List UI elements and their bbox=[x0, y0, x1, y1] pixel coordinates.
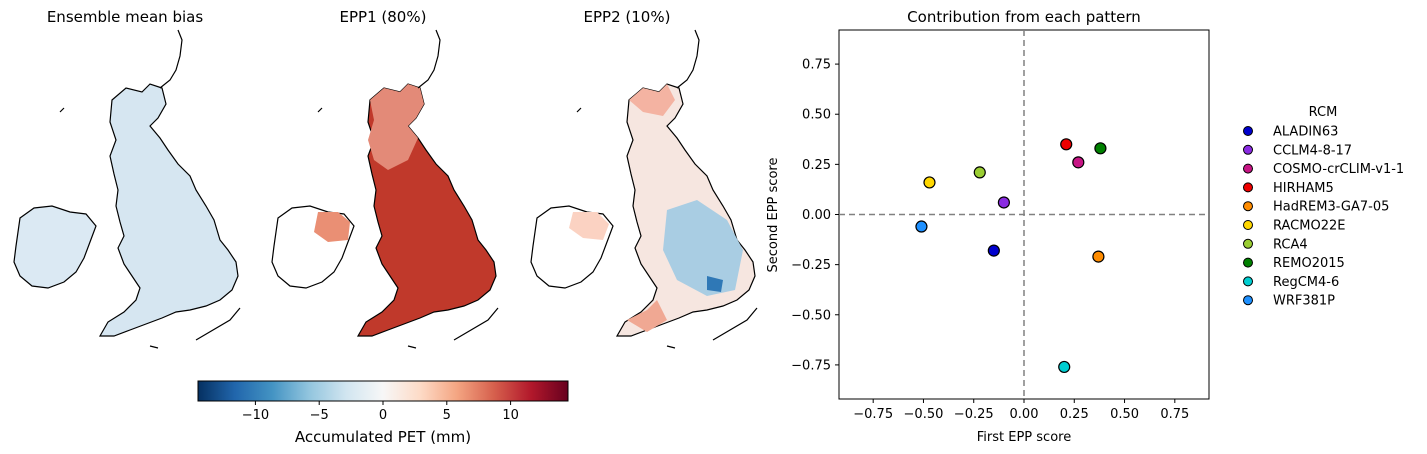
legend-marker bbox=[1243, 295, 1253, 306]
map-epp1 bbox=[271, 29, 499, 349]
legend-marker bbox=[1243, 144, 1253, 155]
y-tick-label: 0.75 bbox=[802, 58, 831, 73]
point-aladin63 bbox=[987, 244, 1000, 257]
legend-label: RegCM4-6 bbox=[1273, 275, 1339, 290]
x-tick-label: 0.75 bbox=[1160, 407, 1189, 422]
y-tick-label: −0.75 bbox=[791, 358, 831, 373]
legend-label: RCA4 bbox=[1273, 237, 1308, 252]
y-axis-ticks: 0.75 0.50 0.25 0.00 −0.25 −0.50 −0.75 bbox=[791, 58, 839, 373]
colorbar-label: Accumulated PET (mm) bbox=[295, 428, 471, 446]
x-tick-label: 0.00 bbox=[1010, 407, 1039, 422]
y-tick-label: −0.25 bbox=[791, 258, 831, 273]
legend-items: ALADIN63 CCLM4-8-17 COSMO-crCLIM-v1-1 HIRHA… bbox=[1243, 125, 1404, 309]
colorbar-tick-label: −5 bbox=[310, 408, 329, 423]
legend-marker bbox=[1243, 238, 1253, 249]
legend-label: WRF381P bbox=[1273, 294, 1335, 309]
data-points bbox=[915, 138, 1107, 374]
legend-marker bbox=[1243, 201, 1253, 212]
y-tick-label: 0.25 bbox=[802, 158, 831, 173]
chart-title: Contribution from each pattern bbox=[907, 8, 1141, 26]
legend-marker bbox=[1243, 220, 1253, 230]
point-rca4 bbox=[973, 166, 986, 179]
legend-label: HIRHAM5 bbox=[1273, 181, 1334, 196]
y-tick-label: −0.50 bbox=[791, 308, 831, 323]
point-regcm4-6 bbox=[1058, 360, 1071, 374]
map-bias bbox=[13, 29, 241, 349]
x-tick-label: 0.25 bbox=[1060, 407, 1089, 422]
x-axis-ticks: −0.75 −0.50 −0.25 0.00 0.25 0.50 0.75 bbox=[853, 399, 1189, 422]
map-title-epp1: EPP1 (80%) bbox=[340, 8, 427, 26]
map-panel-epp2: EPP2 (10%) bbox=[530, 8, 758, 349]
legend-label: HadREM3-GA7-05 bbox=[1273, 200, 1389, 215]
y-tick-label: 0.50 bbox=[802, 108, 831, 123]
map-title-bias: Ensemble mean bias bbox=[47, 8, 204, 26]
legend-label: RACMO22E bbox=[1273, 219, 1345, 234]
y-tick-label: 0.00 bbox=[802, 208, 831, 223]
reference-lines bbox=[839, 30, 1209, 399]
point-wrf381p bbox=[915, 220, 928, 233]
x-tick-label: −0.75 bbox=[853, 407, 893, 422]
map-title-epp2: EPP2 (10%) bbox=[584, 8, 671, 26]
legend-title: RCM bbox=[1309, 105, 1338, 120]
legend-label: COSMO-crCLIM-v1-1 bbox=[1273, 162, 1404, 177]
point-remo2015 bbox=[1094, 142, 1107, 155]
legend-marker bbox=[1243, 163, 1253, 174]
scatter-chart: Contribution from each pattern −0.75 −0.5… bbox=[766, 8, 1210, 445]
legend-marker bbox=[1243, 126, 1253, 136]
map-panel-epp1: EPP1 (80%) bbox=[271, 8, 499, 349]
legend-label: REMO2015 bbox=[1273, 256, 1345, 271]
map-epp2 bbox=[530, 29, 758, 349]
y-axis-label: Second EPP score bbox=[766, 158, 781, 273]
legend-label: CCLM4-8-17 bbox=[1273, 143, 1352, 158]
map-panel-bias: Ensemble mean bias bbox=[13, 8, 241, 349]
colorbar-tick-label: −10 bbox=[242, 408, 269, 423]
legend-label: ALADIN63 bbox=[1273, 125, 1338, 140]
legend-marker bbox=[1243, 257, 1253, 268]
colorbar-tick-label: 5 bbox=[443, 408, 451, 423]
colorbar-gradient bbox=[197, 380, 569, 402]
x-tick-label: 0.50 bbox=[1110, 407, 1139, 422]
legend-marker bbox=[1243, 182, 1253, 193]
legend-marker bbox=[1243, 276, 1253, 287]
point-racmo22e bbox=[923, 176, 936, 189]
colorbar: −10 −5 0 5 10 Accumulated PET (mm) bbox=[197, 380, 569, 446]
colorbar-tick-label: 0 bbox=[379, 408, 387, 423]
point-hirham5 bbox=[1060, 138, 1073, 151]
x-tick-label: −0.25 bbox=[954, 407, 994, 422]
colorbar-tick-label: 10 bbox=[502, 408, 519, 423]
legend: RCM ALADIN63 CCLM4-8-17 COSMO-crCLIM-v1-1 H… bbox=[1243, 105, 1404, 309]
x-axis-label: First EPP score bbox=[977, 430, 1071, 445]
x-tick-label: −0.50 bbox=[904, 407, 944, 422]
point-cclm4-8-17 bbox=[997, 196, 1010, 209]
colorbar-ticks: −10 −5 0 5 10 bbox=[242, 401, 519, 423]
point-cosmo-crclim-v1-1 bbox=[1072, 156, 1085, 169]
point-hadrem3-ga7-05 bbox=[1092, 250, 1105, 263]
